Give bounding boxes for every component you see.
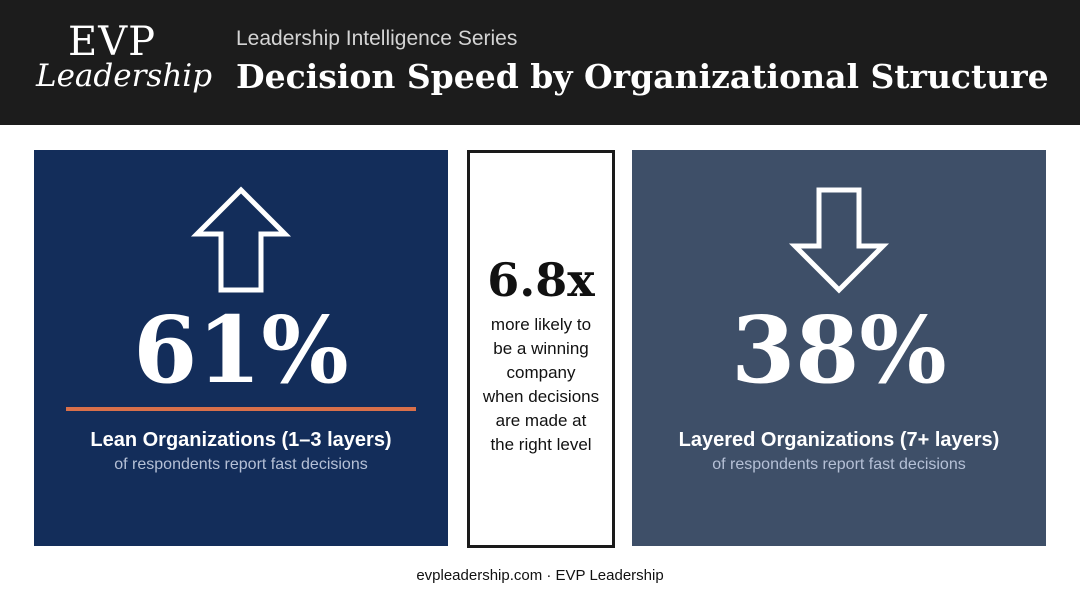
description-line: company <box>506 363 576 382</box>
page-title: Decision Speed by Organizational Structu… <box>236 57 1049 96</box>
layered-subtext: of respondents report fast decisions <box>712 456 966 473</box>
comparison-callout: 6.8x more likely to be a winning company… <box>467 150 615 548</box>
series-label: Leadership Intelligence Series <box>236 27 518 50</box>
description-line: are made at <box>495 411 587 430</box>
layered-organizations-panel: 38% Layered Organizations (7+ layers) of… <box>632 150 1046 546</box>
header-bar: EVP Leadership Leadership Intelligence S… <box>0 0 1080 125</box>
description-line: more likely to <box>490 315 592 334</box>
logo-leadership: Leadership <box>36 58 213 94</box>
description-line: when decisions <box>482 387 600 406</box>
multiplier-stat: 6.8x <box>487 253 595 307</box>
layered-label: Layered Organizations (7+ layers) <box>678 429 1000 451</box>
accent-underline <box>66 407 416 411</box>
lean-stat: 61% <box>133 296 349 404</box>
lean-subtext: of respondents report fast decisions <box>114 456 368 473</box>
lean-organizations-panel: 61% Lean Organizations (1–3 layers) of r… <box>34 150 448 546</box>
arrow-down-icon <box>788 187 890 294</box>
arrow-up-icon <box>190 186 292 293</box>
logo-evp: EVP <box>68 19 156 65</box>
multiplier-description: more likely to be a winning company when… <box>474 313 608 457</box>
layered-stat: 38% <box>731 296 947 404</box>
lean-label: Lean Organizations (1–3 layers) <box>90 429 392 451</box>
description-line: be a winning <box>493 339 589 358</box>
description-line: the right level <box>490 435 592 454</box>
footer-credit: evpleadership.com · EVP Leadership <box>416 567 664 584</box>
